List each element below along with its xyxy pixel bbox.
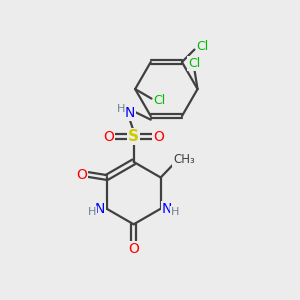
Text: N: N [162, 202, 172, 216]
Text: N: N [124, 106, 135, 120]
Text: CH₃: CH₃ [173, 153, 195, 166]
Text: N: N [95, 202, 105, 216]
Text: H: H [171, 207, 179, 217]
Text: H: H [88, 207, 97, 217]
Text: S: S [128, 129, 139, 144]
Text: O: O [103, 130, 114, 144]
Text: H: H [117, 104, 125, 114]
Text: Cl: Cl [196, 40, 209, 53]
Text: Cl: Cl [188, 57, 201, 70]
Text: O: O [76, 167, 87, 182]
Text: Cl: Cl [154, 94, 166, 107]
Text: O: O [128, 242, 139, 256]
Text: O: O [153, 130, 164, 144]
